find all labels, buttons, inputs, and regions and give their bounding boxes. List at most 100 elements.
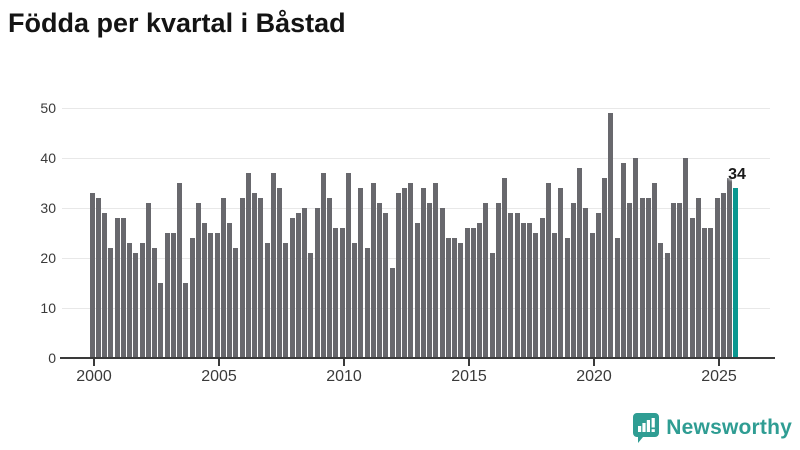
- bar: [195, 203, 201, 358]
- newsworthy-wordmark: Newsworthy: [666, 416, 792, 439]
- bar: [233, 248, 239, 358]
- bar: [427, 203, 433, 358]
- bar: [202, 223, 208, 358]
- x-tick-label: 2020: [576, 368, 612, 385]
- bar: [633, 158, 639, 358]
- bar: [420, 188, 426, 358]
- x-tick-label: 2005: [201, 368, 237, 385]
- bar: [714, 198, 720, 358]
- x-tick: [593, 359, 595, 366]
- y-tick-label: 50: [40, 100, 56, 116]
- bar: [145, 203, 151, 358]
- gridline: [62, 108, 770, 109]
- newsworthy-icon: [633, 413, 660, 443]
- bar: [414, 223, 420, 358]
- bar: [227, 223, 233, 358]
- bar-highlighted: [733, 188, 739, 358]
- bar: [402, 188, 408, 358]
- bar: [183, 283, 189, 358]
- bar: [608, 113, 614, 358]
- bar: [345, 173, 351, 358]
- x-tick: [343, 359, 345, 366]
- bar: [133, 253, 139, 358]
- bar: [495, 203, 501, 358]
- bar: [527, 223, 533, 358]
- bar: [614, 238, 620, 358]
- bar: [683, 158, 689, 358]
- x-tick-label: 2000: [76, 368, 112, 385]
- x-tick-label: 2015: [451, 368, 487, 385]
- bar: [689, 218, 695, 358]
- bar: [252, 193, 258, 358]
- x-tick: [218, 359, 220, 366]
- bar: [277, 188, 283, 358]
- bar: [664, 253, 670, 358]
- bar: [658, 243, 664, 358]
- bar: [295, 213, 301, 358]
- bar: [552, 233, 558, 358]
- bar: [339, 228, 345, 358]
- bar: [589, 233, 595, 358]
- bar: [395, 193, 401, 358]
- bar: [170, 233, 176, 358]
- bar: [677, 203, 683, 358]
- bar: [152, 248, 158, 358]
- bar: [139, 243, 145, 358]
- bar: [308, 253, 314, 358]
- bar: [458, 243, 464, 358]
- bar: [377, 203, 383, 358]
- bar: [177, 183, 183, 358]
- bar: [358, 188, 364, 358]
- bar: [364, 248, 370, 358]
- x-tick: [718, 359, 720, 366]
- bar: [327, 198, 333, 358]
- bar: [520, 223, 526, 358]
- y-tick-label: 30: [40, 200, 56, 216]
- bar: [108, 248, 114, 358]
- bar: [595, 213, 601, 358]
- bar: [220, 198, 226, 358]
- bar: [508, 213, 514, 358]
- bar: [283, 243, 289, 358]
- x-tick-label: 2025: [701, 368, 737, 385]
- y-tick-label: 10: [40, 300, 56, 316]
- bar: [264, 243, 270, 358]
- bar: [502, 178, 508, 358]
- bar: [470, 228, 476, 358]
- y-tick-label: 0: [48, 350, 56, 366]
- bar: [245, 173, 251, 358]
- bar: [652, 183, 658, 358]
- bar: [102, 213, 108, 358]
- bar: [208, 233, 214, 358]
- bar: [577, 168, 583, 358]
- bar: [164, 233, 170, 358]
- bar: [464, 228, 470, 358]
- bar: [389, 268, 395, 358]
- bar: [564, 238, 570, 358]
- bar: [727, 178, 733, 358]
- bar: [670, 203, 676, 358]
- bar: [127, 243, 133, 358]
- bar: [570, 203, 576, 358]
- bar: [114, 218, 120, 358]
- bar: [189, 238, 195, 358]
- bar: [302, 208, 308, 358]
- gridline: [62, 158, 770, 159]
- bar: [352, 243, 358, 358]
- bar: [258, 198, 264, 358]
- bar: [483, 203, 489, 358]
- bar: [439, 208, 445, 358]
- bar: [270, 173, 276, 358]
- chart-title: Födda per kvartal i Båstad: [8, 8, 346, 38]
- bar: [545, 183, 551, 358]
- bar: [452, 238, 458, 358]
- bar: [558, 188, 564, 358]
- bar: [477, 223, 483, 358]
- bar: [408, 183, 414, 358]
- bar: [158, 283, 164, 358]
- bar: [120, 218, 126, 358]
- last-value-label: 34: [728, 166, 746, 183]
- y-tick-label: 20: [40, 250, 56, 266]
